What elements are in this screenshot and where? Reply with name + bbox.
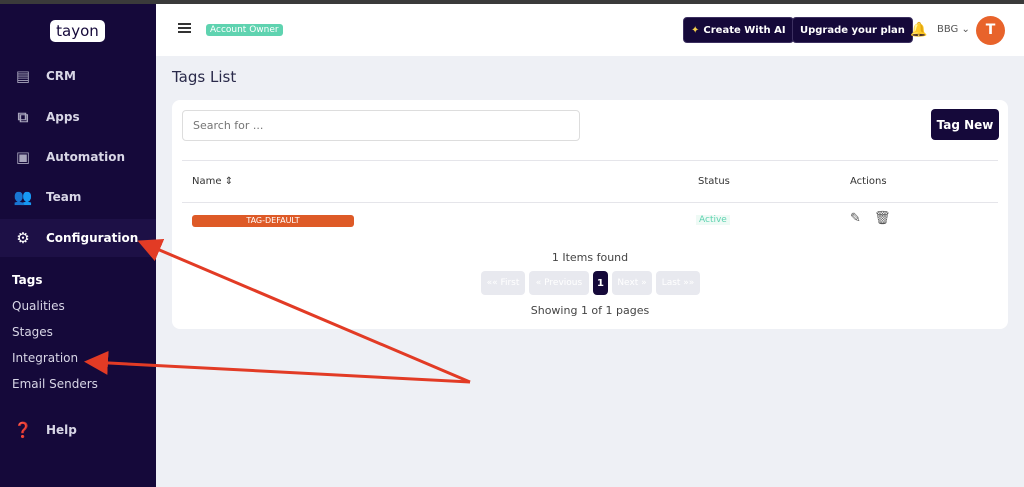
sidebar-item-label: Apps (46, 110, 80, 124)
page-title: Tags List (172, 68, 237, 86)
current-page-button[interactable]: 1 (593, 271, 608, 295)
status-badge: Active (696, 215, 730, 225)
user-menu[interactable]: BBG ⌄ (937, 24, 970, 35)
users-icon: 👥 (13, 188, 33, 206)
create-with-ai-label: Create With AI (703, 24, 786, 36)
column-header-status: Status (698, 176, 730, 187)
sparkle-icon: ✦ (691, 24, 700, 36)
user-name: BBG (937, 24, 959, 35)
role-badge: Account Owner (206, 24, 283, 36)
sidebar-subitem-stages[interactable]: Stages (12, 325, 53, 339)
column-header-actions: Actions (850, 176, 887, 187)
sidebar-item-configuration[interactable]: ⚙ Configuration (0, 219, 156, 257)
tags-card: Tag New Name ⇕ Status Actions TAG-DEFAUL… (172, 100, 1008, 329)
sidebar-item-label: Automation (46, 150, 126, 164)
column-label: Name (192, 176, 222, 187)
robot-icon: ▣ (15, 148, 31, 166)
tag-new-button[interactable]: Tag New (931, 109, 999, 140)
previous-page-button[interactable]: « Previous (529, 271, 589, 295)
sidebar-subitem-tags[interactable]: Tags (12, 273, 43, 287)
edit-icon[interactable]: ✎ (850, 211, 861, 226)
avatar[interactable]: T (976, 16, 1005, 45)
menu-icon[interactable] (178, 23, 191, 33)
id-card-icon: ▤ (15, 67, 31, 85)
sidebar-item-label: Configuration (46, 231, 139, 245)
sidebar-subitem-qualities[interactable]: Qualities (12, 299, 65, 313)
search-input[interactable] (182, 110, 580, 141)
gear-icon: ⚙ (16, 229, 30, 247)
first-page-button[interactable]: «« First (481, 271, 525, 295)
tag-name-badge: TAG-DEFAULT (192, 215, 354, 227)
divider (182, 160, 998, 161)
header: Account Owner ✦ Create With AI Upgrade yo… (156, 4, 1024, 56)
sidebar-item-apps[interactable]: ⧉ Apps (0, 98, 156, 136)
upgrade-plan-button[interactable]: Upgrade your plan (792, 17, 913, 43)
sidebar-item-label: Team (46, 190, 82, 204)
create-with-ai-button[interactable]: ✦ Create With AI (683, 17, 794, 43)
chevron-down-icon: ⌄ (961, 24, 970, 35)
column-header-name[interactable]: Name ⇕ (192, 176, 233, 187)
sidebar-item-crm[interactable]: ▤ CRM (0, 57, 156, 95)
help-icon: ❓ (13, 421, 33, 439)
flow-icon: ⧉ (17, 108, 29, 126)
showing-pages: Showing 1 of 1 pages (530, 304, 650, 317)
sidebar: tayon ▤ CRM ⧉ Apps ▣ Automation 👥 Team ⚙ Conf… (0, 4, 156, 487)
sidebar-subitem-email-senders[interactable]: Email Senders (12, 377, 98, 391)
logo: tayon (50, 20, 105, 42)
window-top-border (0, 0, 1024, 4)
divider (182, 202, 998, 203)
sidebar-item-label: CRM (46, 69, 76, 83)
sidebar-item-automation[interactable]: ▣ Automation (0, 138, 156, 176)
bell-icon[interactable]: 🔔 (910, 22, 928, 38)
sidebar-item-label: Help (46, 423, 77, 437)
last-page-button[interactable]: Last »» (656, 271, 700, 295)
trash-icon[interactable]: 🗑 (874, 211, 891, 226)
sidebar-item-team[interactable]: 👥 Team (0, 178, 156, 216)
next-page-button[interactable]: Next » (612, 271, 652, 295)
items-found: 1 Items found (551, 251, 629, 264)
sidebar-item-help[interactable]: ❓ Help (0, 411, 156, 449)
sidebar-subitem-integration[interactable]: Integration (12, 351, 79, 365)
sort-icon[interactable]: ⇕ (224, 176, 234, 187)
